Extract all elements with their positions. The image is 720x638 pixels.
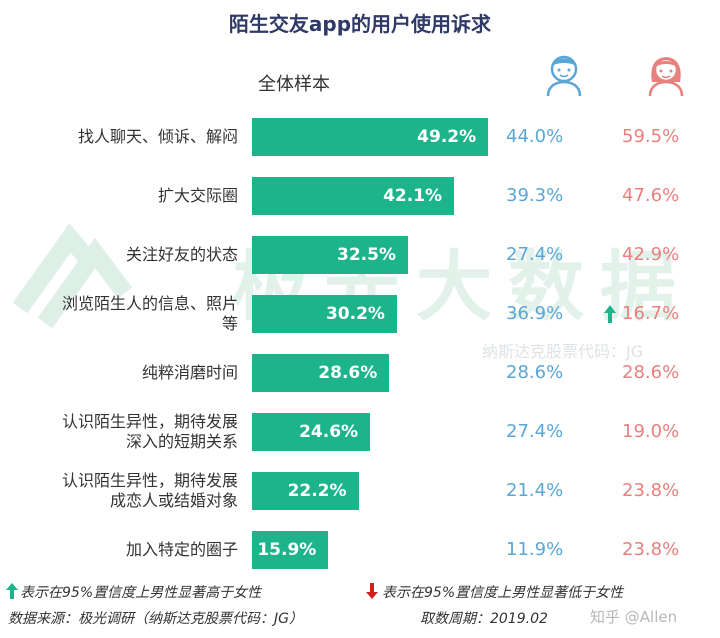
bar [252, 177, 455, 215]
chart-title: 陌生交友app的用户使用诉求 [228, 12, 492, 36]
category-label: 认识陌生异性，期待发展 成恋人或结婚对象 [0, 471, 238, 511]
bar-value-label: 28.6% [318, 363, 378, 383]
boy-avatar-icon [546, 55, 582, 97]
legend-up: 表示在95%置信度上男性显著高于女性 [20, 585, 262, 601]
category-label: 关注好友的状态 [0, 245, 238, 265]
bar-value-label: 42.1% [383, 186, 443, 206]
category-label-line: 找人聊天、倾诉、解闷 [77, 127, 238, 146]
watermark-logo-icon [12, 223, 133, 329]
male-value: 21.4% [506, 480, 564, 501]
category-label-line: 加入特定的圈子 [125, 540, 238, 559]
category-label-line: 浏览陌生人的信息、照片 [61, 294, 238, 313]
category-label-line: 关注好友的状态 [125, 245, 238, 264]
bar [252, 531, 329, 569]
category-label: 加入特定的圈子 [0, 540, 238, 560]
category-label-line: 成恋人或结婚对象 [109, 491, 238, 510]
arrow-up-icon [6, 583, 18, 599]
data-period: 取数周期：2019.02 [420, 611, 548, 627]
category-label: 扩大交际圈 [0, 186, 238, 206]
girl-avatar-icon [648, 57, 684, 97]
category-label-line: 纯粹消磨时间 [141, 363, 238, 382]
watermark-subtext: 纳斯达克股票代码：JG [482, 342, 644, 361]
category-label-line: 深入的短期关系 [125, 432, 238, 451]
category-label-line: 认识陌生异性，期待发展 [61, 412, 238, 431]
bar [252, 295, 397, 333]
bar [252, 413, 371, 451]
male-value: 28.6% [506, 362, 564, 383]
bar-value-label: 24.6% [299, 422, 359, 442]
category-label-line: 等 [221, 314, 238, 333]
male-value: 44.0% [506, 126, 564, 147]
legend-down: 表示在95%置信度上男性显著低于女性 [382, 585, 624, 601]
male-value: 27.4% [506, 421, 564, 442]
bar [252, 118, 489, 156]
male-value: 36.9% [506, 303, 564, 324]
category-label: 找人聊天、倾诉、解闷 [0, 127, 238, 147]
credit-watermark: 知乎 @Allen [590, 608, 678, 626]
category-label: 认识陌生异性，期待发展 深入的短期关系 [0, 412, 238, 452]
female-value: 23.8% [622, 480, 680, 501]
male-value: 39.3% [506, 185, 564, 206]
female-value: 42.9% [622, 244, 680, 265]
category-label: 浏览陌生人的信息、照片等 [0, 294, 238, 334]
sample-column-header: 全体样本 [258, 74, 330, 95]
bar [252, 472, 359, 510]
female-value: 47.6% [622, 185, 680, 206]
category-label-line: 认识陌生异性，期待发展 [61, 471, 238, 490]
category-label: 纯粹消磨时间 [0, 363, 238, 383]
female-value: 23.8% [622, 539, 680, 560]
bar-value-label: 15.9% [257, 540, 317, 560]
bar [252, 354, 390, 392]
bar-value-label: 32.5% [337, 245, 396, 265]
female-value: 59.5% [622, 126, 680, 147]
female-value: 19.0% [622, 421, 680, 442]
bar-value-label: 22.2% [287, 481, 347, 501]
bar [252, 236, 408, 274]
bar-value-label: 30.2% [325, 304, 385, 324]
significance-up-icon [604, 305, 616, 323]
bar-value-label: 49.2% [417, 127, 477, 147]
female-value: 16.7% [622, 303, 680, 324]
male-value: 11.9% [506, 539, 564, 560]
female-value: 28.6% [622, 362, 680, 383]
arrow-down-icon [366, 583, 378, 599]
category-label-line: 扩大交际圈 [157, 186, 238, 205]
data-source: 数据来源：极光调研（纳斯达克股票代码：JG） [8, 611, 303, 627]
male-value: 27.4% [506, 244, 564, 265]
